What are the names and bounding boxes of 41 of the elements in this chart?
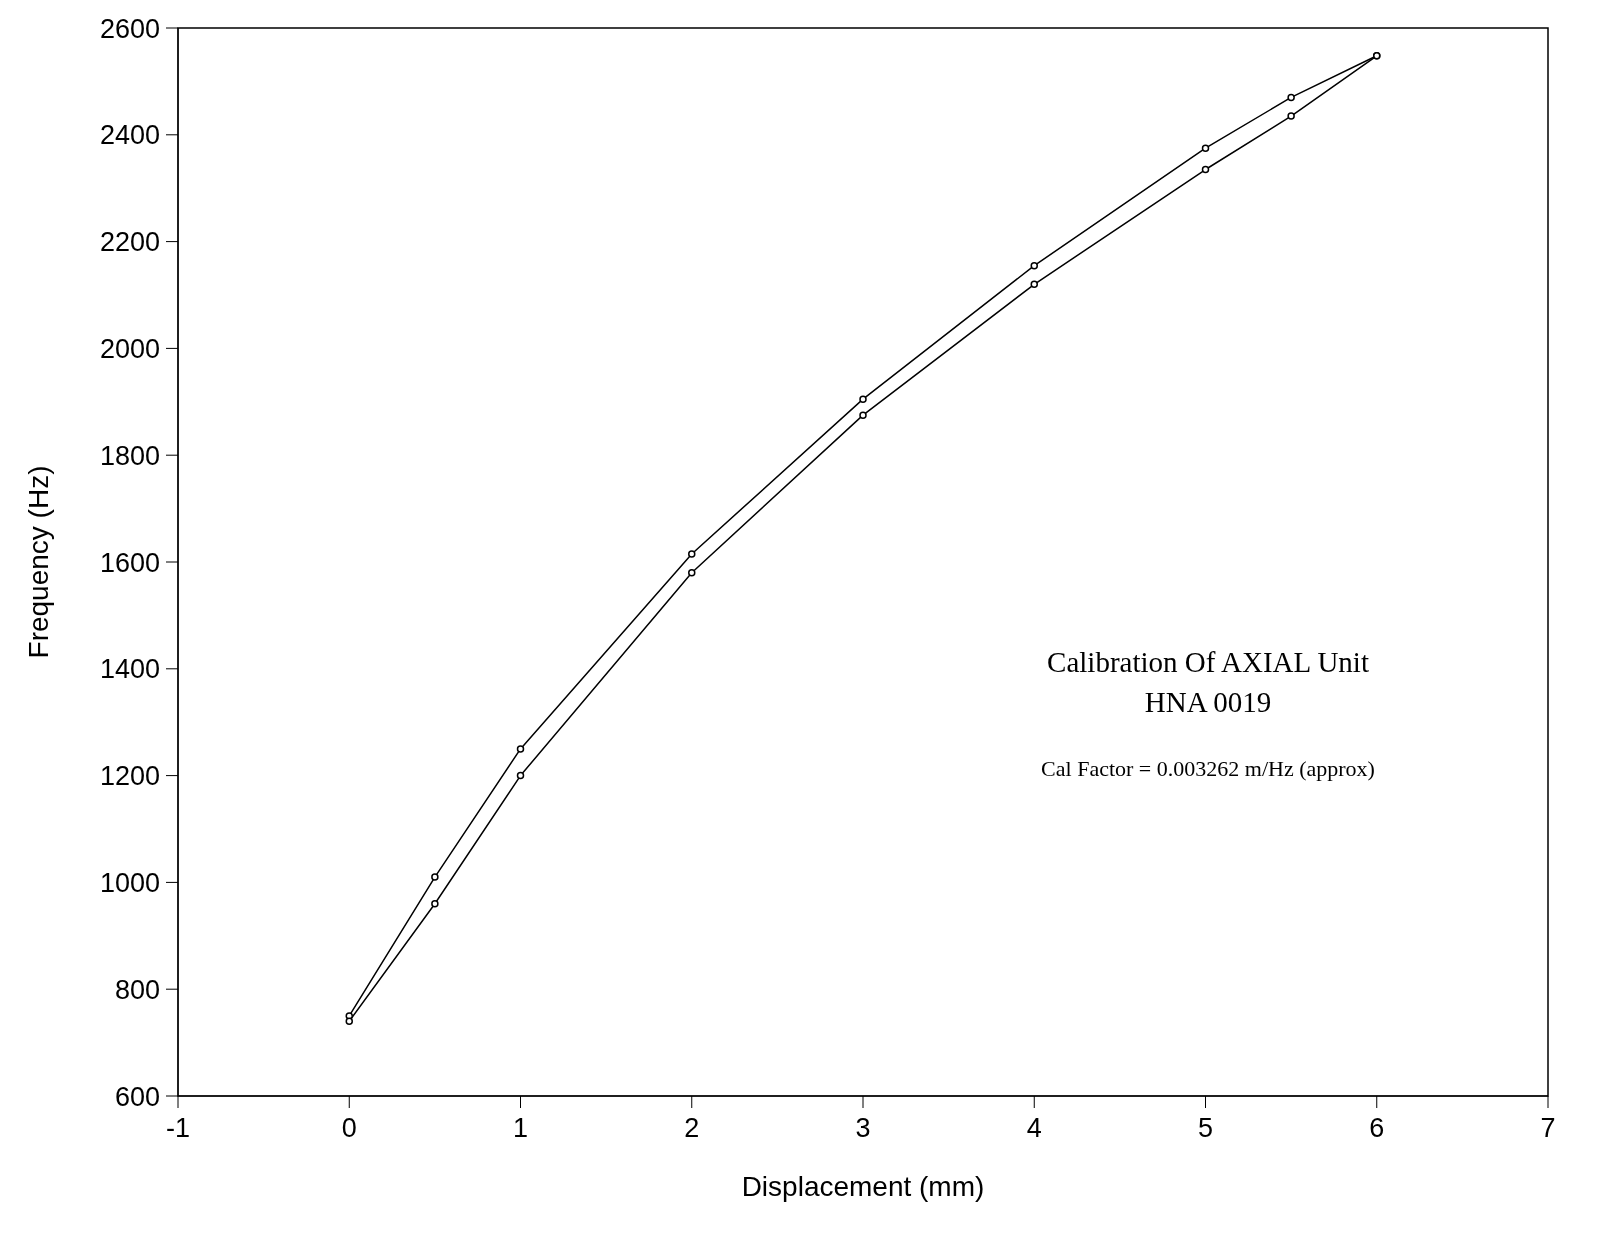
- point: [1201, 144, 1210, 152]
- x-tick-label: 1: [512, 1113, 529, 1144]
- y-tick-label: 2200: [99, 227, 160, 258]
- annotation: HNA 0019: [1143, 686, 1273, 719]
- x-axis-title: Displacement (mm): [741, 1171, 985, 1202]
- point: [859, 411, 867, 419]
- y-tick-label: 2400: [99, 120, 160, 151]
- y-tick-label: 1800: [99, 440, 160, 471]
- y-tick-label: 600: [114, 1081, 160, 1112]
- y-axis-title: Frequency (Hz): [22, 465, 54, 659]
- x-tick-label: 2: [684, 1113, 700, 1144]
- x-tick-label: -1: [165, 1113, 191, 1144]
- annotation: Cal Factor = 0.003262 m/Hz (approx): [1040, 756, 1376, 782]
- x-tick-label: 7: [1540, 1113, 1556, 1144]
- y-tick-label: 2600: [99, 13, 160, 44]
- point: [688, 568, 696, 577]
- y-tick-label: 1000: [99, 867, 160, 898]
- point: [431, 873, 439, 881]
- point: [1201, 165, 1210, 174]
- y-tick-label: 1400: [99, 654, 160, 685]
- annotation: Calibration Of AXIAL Unit: [1046, 646, 1370, 679]
- point: [431, 900, 439, 908]
- y-tick-label: 1600: [99, 547, 160, 578]
- point: [516, 745, 525, 753]
- point: [345, 1012, 353, 1020]
- point: [1030, 261, 1038, 270]
- y-tick-label: 800: [114, 974, 160, 1005]
- x-tick-label: 3: [855, 1113, 871, 1144]
- y-tick-label: 2000: [99, 333, 160, 364]
- point: [859, 395, 867, 403]
- y-tick-label: 1200: [99, 761, 160, 792]
- point: [345, 1017, 353, 1025]
- point: [688, 550, 696, 558]
- point: [1030, 280, 1038, 289]
- point: [516, 771, 525, 780]
- x-tick-label: 0: [341, 1113, 357, 1144]
- point: [1287, 112, 1295, 120]
- x-tick-label: 6: [1369, 1113, 1385, 1144]
- x-tick-label: 4: [1026, 1113, 1042, 1144]
- x-tick-label: 5: [1197, 1113, 1214, 1144]
- point: [1287, 93, 1295, 102]
